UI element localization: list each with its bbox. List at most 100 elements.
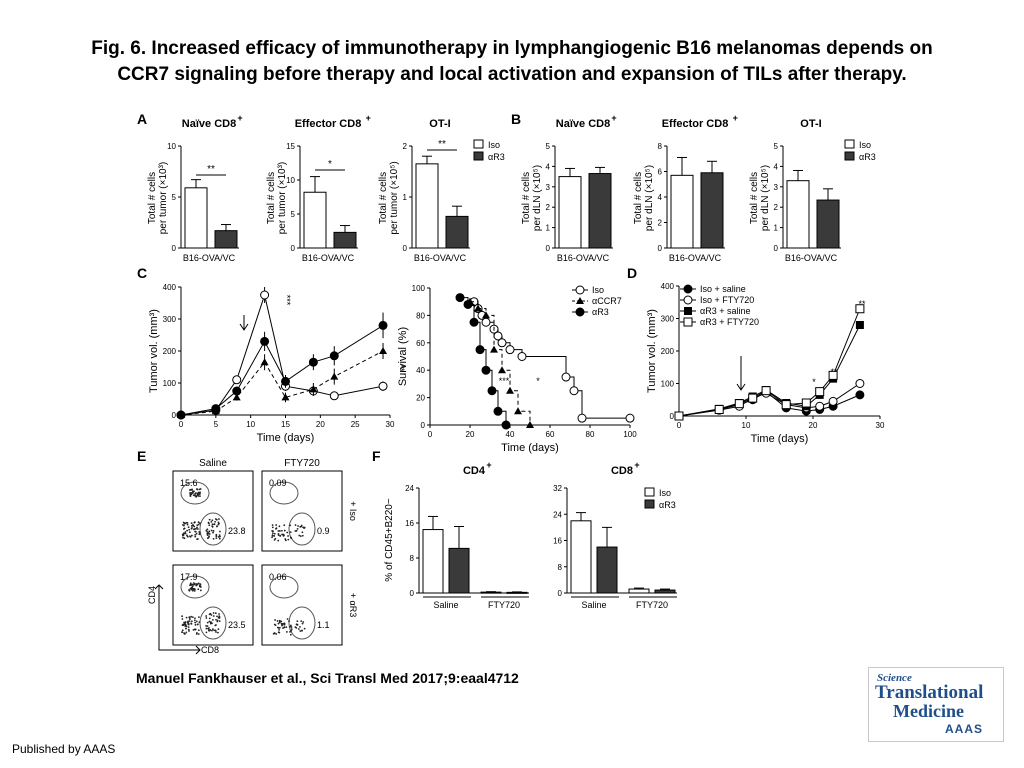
event-dot [196, 493, 199, 496]
event-dot [185, 521, 188, 524]
event-dot [195, 527, 197, 530]
panel-letter: E [137, 448, 146, 464]
event-dot [213, 523, 216, 526]
gate-cd4 [180, 575, 210, 599]
event-dot [184, 621, 187, 623]
bar [415, 163, 439, 249]
event-dot [194, 621, 197, 624]
legend-panel-a: Iso αR3 [473, 139, 505, 162]
event-dot [197, 588, 200, 591]
legend-panel-b: Iso αR3 [844, 139, 876, 162]
event-dot [290, 628, 293, 631]
y-tick-label: 3 [774, 183, 779, 192]
event-dot [198, 533, 201, 536]
bar-chart-f-1: 0 8 16 24 32 Saline FTY720 CD8 + [553, 460, 677, 610]
event-dot [208, 535, 210, 538]
x-category-label: FTY720 [488, 600, 520, 610]
event-dot [190, 522, 193, 525]
legend-label-iso: Iso [859, 140, 871, 150]
event-dot [195, 620, 198, 623]
event-dot [194, 617, 196, 620]
event-dot [186, 535, 189, 538]
bar [654, 589, 676, 594]
panel-letter: F [372, 448, 381, 464]
significance-label: ** [858, 299, 866, 309]
event-dot [198, 621, 201, 624]
event-dot [281, 533, 283, 536]
marker [260, 290, 270, 300]
gate-lower-value: 1.1 [317, 620, 330, 630]
x-label: CD8 [201, 645, 219, 655]
event-dot [212, 612, 215, 614]
event-dot [186, 523, 189, 526]
event-dot [185, 616, 188, 619]
event-dot [281, 529, 283, 532]
legend-swatch-r3 [644, 499, 655, 509]
event-dot [187, 628, 190, 631]
y-tick-label: 200 [661, 347, 675, 356]
x-tick-label: 60 [546, 430, 555, 439]
event-dot [212, 615, 215, 617]
marker [781, 400, 791, 410]
event-dot [208, 620, 211, 623]
event-dot [206, 531, 209, 533]
bar [448, 547, 470, 594]
y-tick-label: 0 [291, 244, 296, 253]
event-dot [186, 621, 189, 624]
bar-chart-A-2: 0 1 2 OT-I B16-OVA/VC Total # cells per tumor … [378, 118, 470, 263]
event-dot [208, 530, 211, 533]
event-dot [283, 529, 286, 532]
series-line [678, 383, 861, 417]
marker [761, 386, 771, 396]
marker [281, 376, 290, 386]
y-tick-label: 16 [405, 519, 414, 528]
bar [700, 172, 724, 249]
x-tick-label: 20 [466, 430, 475, 439]
chart-title-sup: + [486, 460, 491, 470]
event-dot [188, 528, 191, 531]
y-tick-label: 5 [291, 210, 296, 219]
y-tick-label: 60 [416, 339, 425, 348]
y-label-line2: per dLN (×10⁵) [644, 165, 655, 231]
event-dot [284, 539, 287, 542]
event-dot [302, 526, 305, 529]
event-dot [192, 490, 195, 493]
marker [683, 317, 693, 327]
event-dot [211, 618, 214, 621]
marker [505, 345, 515, 355]
event-dot [186, 529, 189, 532]
x-label: B16-OVA/VC [302, 253, 355, 263]
legend-swatch-iso [844, 139, 855, 149]
y-tick-label: 8 [410, 554, 415, 563]
event-dot [296, 527, 299, 530]
y-label-line2: per tumor (×10⁵) [389, 161, 400, 234]
journal-logo: Science Translational Medicine AAAS [868, 667, 1004, 742]
event-dot [297, 628, 300, 630]
event-dot [185, 627, 187, 630]
chart-title-sup: + [611, 113, 616, 123]
bar-chart-B-3: 0 1 2 3 4 5 Naïve CD8 + B16-OVA/VC Total # cells p… [521, 113, 617, 263]
bar [445, 215, 469, 249]
event-dot [294, 530, 297, 532]
event-dot [208, 518, 211, 521]
series-line [474, 301, 630, 419]
event-dot [271, 524, 274, 527]
panel-letter: D [627, 265, 637, 281]
x-tick-label: 30 [876, 421, 885, 430]
event-dot [205, 529, 208, 532]
marker [526, 421, 534, 428]
event-dot [283, 626, 286, 629]
y-tick-label: 5 [172, 193, 177, 202]
event-dot [216, 525, 218, 528]
event-dot [188, 620, 191, 623]
event-dot [277, 539, 280, 542]
marker [514, 407, 522, 415]
x-label: B16-OVA/VC [557, 253, 610, 263]
treatment-arrow [239, 315, 249, 331]
event-dot [216, 615, 218, 618]
y-tick-label: 100 [412, 284, 426, 293]
legend-label-iso: Iso [488, 140, 500, 150]
event-dot [289, 624, 292, 627]
marker [330, 372, 339, 380]
event-dot [301, 629, 303, 632]
